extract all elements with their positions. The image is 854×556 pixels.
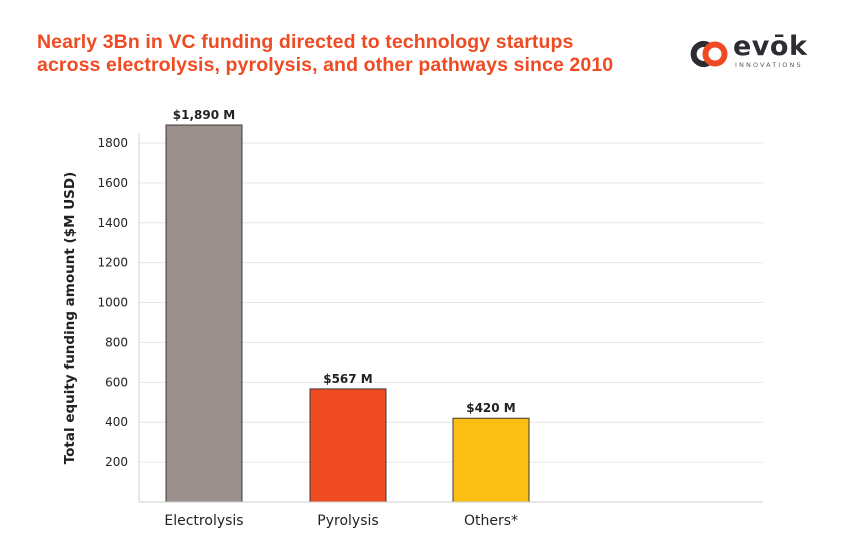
data-label: $1,890 M <box>173 108 235 122</box>
y-tick-labels: 200 400 600 800 1000 1200 1400 1600 1800 <box>97 136 128 469</box>
y-tick-label: 400 <box>105 415 128 429</box>
category-label: Electrolysis <box>164 513 243 529</box>
y-tick-label: 1600 <box>97 176 128 190</box>
y-tick-label: 600 <box>105 375 128 389</box>
bars <box>165 124 530 503</box>
data-label: $420 M <box>466 401 516 415</box>
data-labels: $1,890 M $567 M $420 M <box>173 108 516 415</box>
bar-others <box>452 417 530 503</box>
y-tick-label: 1400 <box>97 216 128 230</box>
evok-logo-icon <box>690 41 728 67</box>
y-tick-label: 800 <box>105 335 128 349</box>
gridlines <box>139 142 763 463</box>
logo-subtitle: INNOVATIONS <box>735 61 803 69</box>
logo-wordmark: evōk <box>733 31 808 62</box>
evok-logo: evōk INNOVATIONS <box>687 31 817 71</box>
y-tick-label: 1000 <box>97 296 128 310</box>
y-tick-label: 200 <box>105 455 128 469</box>
chart-title: Nearly 3Bn in VC funding directed to tec… <box>37 31 677 77</box>
bar-pyrolysis <box>309 388 387 503</box>
category-label: Pyrolysis <box>317 513 378 529</box>
chart-title-line-2: across electrolysis, pyrolysis, and othe… <box>37 54 614 76</box>
data-label: $567 M <box>323 372 373 386</box>
y-tick-label: 1800 <box>97 136 128 150</box>
bar-electrolysis <box>165 124 243 503</box>
category-labels: Electrolysis Pyrolysis Others* <box>164 513 518 529</box>
y-tick-label: 1200 <box>97 256 128 270</box>
category-label: Others* <box>464 513 518 529</box>
y-axis-label: Total equity funding amount ($M USD) <box>62 172 78 465</box>
chart-title-line-1: Nearly 3Bn in VC funding directed to tec… <box>37 31 574 53</box>
